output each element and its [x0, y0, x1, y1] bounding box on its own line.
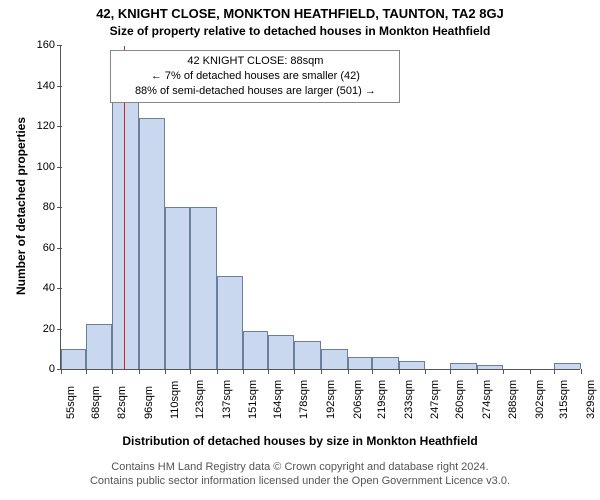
x-tick-mark	[450, 369, 451, 374]
histogram-bar	[372, 357, 399, 369]
x-tick-mark	[530, 369, 531, 374]
histogram-bar	[477, 365, 504, 369]
x-tick-mark	[268, 369, 269, 374]
footer-line-2: Contains public sector information licen…	[0, 474, 600, 488]
x-tick-mark	[503, 369, 504, 374]
y-tick: 140	[37, 80, 61, 92]
x-tick-label: 137sqm	[221, 380, 233, 419]
x-tick-label: 96sqm	[143, 386, 155, 419]
x-tick-label: 123sqm	[194, 380, 206, 419]
callout-box: 42 KNIGHT CLOSE: 88sqm← 7% of detached h…	[110, 50, 400, 103]
y-tick: 0	[49, 363, 61, 375]
footer-text: Contains HM Land Registry data © Crown c…	[0, 460, 600, 489]
callout-line: 42 KNIGHT CLOSE: 88sqm	[117, 54, 393, 69]
x-tick-mark	[217, 369, 218, 374]
x-tick-label: 288sqm	[507, 380, 519, 419]
histogram-bar	[450, 363, 477, 369]
histogram-bar	[268, 335, 295, 369]
x-tick-label: 315sqm	[558, 380, 570, 419]
histogram-bar	[348, 357, 373, 369]
x-tick-label: 55sqm	[65, 386, 77, 419]
x-tick-label: 302sqm	[534, 380, 546, 419]
x-tick-mark	[112, 369, 113, 374]
x-tick-mark	[372, 369, 373, 374]
x-tick-label: 247sqm	[429, 380, 441, 419]
x-tick-label: 151sqm	[247, 380, 259, 419]
x-tick-label: 110sqm	[169, 381, 181, 419]
histogram-bar	[554, 363, 581, 369]
histogram-bar	[139, 118, 166, 369]
x-axis-label: Distribution of detached houses by size …	[0, 434, 600, 448]
x-tick-label: 206sqm	[352, 380, 364, 419]
histogram-bar	[61, 349, 86, 369]
x-tick-mark	[139, 369, 140, 374]
x-tick-label: 192sqm	[325, 380, 337, 419]
y-tick: 160	[37, 39, 61, 51]
y-tick: 120	[37, 120, 61, 132]
histogram-bar	[321, 349, 348, 369]
x-tick-mark	[425, 369, 426, 374]
y-axis-label: Number of detached properties	[14, 117, 28, 295]
histogram-bar	[112, 75, 139, 369]
y-tick: 40	[43, 282, 61, 294]
x-tick-mark	[243, 369, 244, 374]
histogram-bar	[294, 341, 321, 369]
callout-line: 88% of semi-detached houses are larger (…	[117, 84, 393, 99]
histogram-bar	[165, 207, 190, 369]
plot-area: 02040608010012014016055sqm68sqm82sqm96sq…	[60, 46, 580, 370]
x-tick-mark	[165, 369, 166, 374]
x-tick-mark	[190, 369, 191, 374]
chart-container: 42, KNIGHT CLOSE, MONKTON HEATHFIELD, TA…	[0, 0, 600, 500]
x-tick-mark	[348, 369, 349, 374]
x-tick-mark	[399, 369, 400, 374]
callout-line: ← 7% of detached houses are smaller (42)	[117, 69, 393, 84]
x-tick-label: 260sqm	[454, 380, 466, 419]
x-tick-mark	[61, 369, 62, 374]
chart-subtitle: Size of property relative to detached ho…	[0, 24, 600, 38]
x-tick-label: 178sqm	[298, 380, 310, 419]
histogram-bar	[399, 361, 426, 369]
y-tick: 100	[37, 161, 61, 173]
y-tick: 80	[43, 201, 61, 213]
x-tick-mark	[581, 369, 582, 374]
x-tick-label: 233sqm	[403, 380, 415, 419]
x-tick-label: 274sqm	[481, 380, 493, 419]
x-tick-label: 68sqm	[90, 386, 102, 419]
chart-title: 42, KNIGHT CLOSE, MONKTON HEATHFIELD, TA…	[0, 6, 600, 21]
y-tick: 20	[43, 323, 61, 335]
x-tick-mark	[477, 369, 478, 374]
histogram-bar	[217, 276, 244, 369]
footer-line-1: Contains HM Land Registry data © Crown c…	[0, 460, 600, 474]
histogram-bar	[86, 324, 113, 369]
x-tick-label: 164sqm	[272, 380, 284, 419]
x-tick-mark	[294, 369, 295, 374]
x-tick-label: 329sqm	[585, 380, 597, 419]
x-tick-label: 219sqm	[376, 380, 388, 419]
histogram-bar	[243, 331, 268, 369]
x-tick-mark	[554, 369, 555, 374]
histogram-bar	[190, 207, 217, 369]
x-tick-mark	[86, 369, 87, 374]
y-tick: 60	[43, 242, 61, 254]
x-tick-mark	[321, 369, 322, 374]
x-tick-label: 82sqm	[116, 386, 128, 419]
